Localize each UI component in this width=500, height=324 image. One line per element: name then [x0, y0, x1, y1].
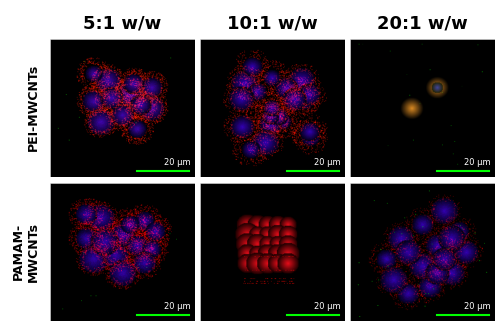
- Text: 20 μm: 20 μm: [314, 302, 340, 311]
- Text: PAMAM-
MWCNTs: PAMAM- MWCNTs: [12, 222, 40, 282]
- Text: 20 μm: 20 μm: [464, 158, 490, 167]
- Text: PEI-MWCNTs: PEI-MWCNTs: [27, 64, 40, 151]
- Text: 10:1 w/w: 10:1 w/w: [227, 14, 318, 32]
- Text: 5:1 w/w: 5:1 w/w: [84, 14, 162, 32]
- Text: 20:1 w/w: 20:1 w/w: [377, 14, 468, 32]
- Text: 20 μm: 20 μm: [464, 302, 490, 311]
- Text: 20 μm: 20 μm: [164, 302, 190, 311]
- Text: 20 μm: 20 μm: [164, 158, 190, 167]
- Text: 20 μm: 20 μm: [314, 158, 340, 167]
